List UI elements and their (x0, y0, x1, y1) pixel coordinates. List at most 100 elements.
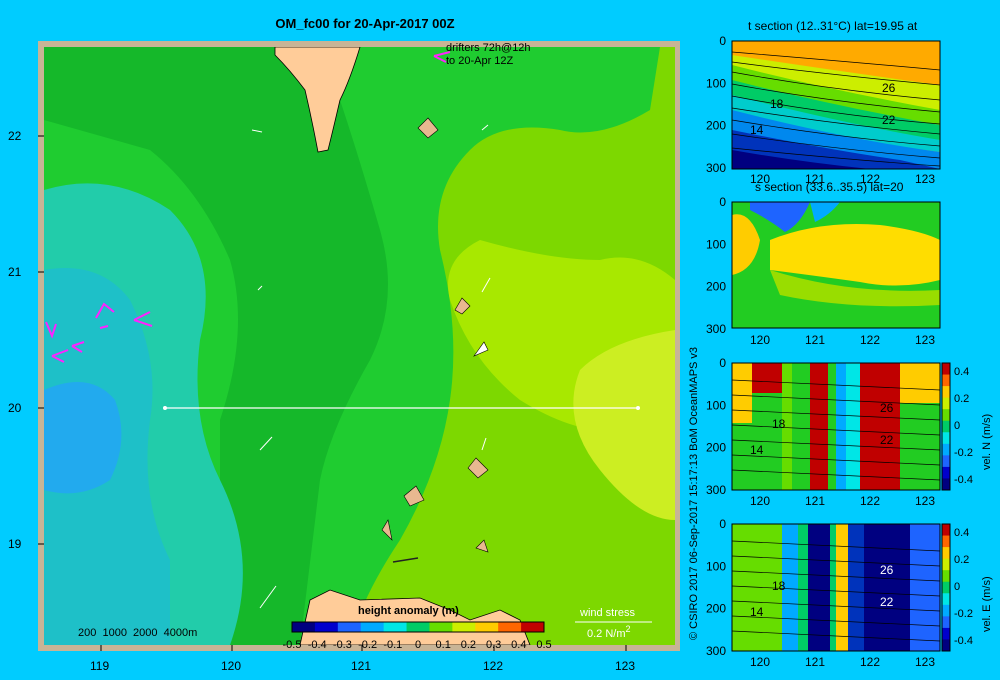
lon-tick-label: 120 (750, 494, 770, 508)
lon-tick-label: 122 (860, 655, 880, 669)
t-contour-label: 18 (770, 97, 784, 111)
lon-tick-label: 120 (750, 333, 770, 347)
colorbar-tick-label: -0.1 (383, 639, 402, 651)
lat-tick: 20 (8, 401, 22, 415)
lon-tick-label: 122 (860, 333, 880, 347)
vn-contour-label: 14 (750, 443, 764, 457)
lon-tick: 119 (90, 659, 109, 673)
vn-colorbar: 0.4 0.2 0 -0.2 -0.4 (941, 362, 973, 491)
colorbar-tick-label: 0 (415, 639, 421, 651)
colorbar-segment (475, 622, 499, 632)
drifters-label: drifters 72h@12h (446, 42, 531, 54)
colorbar-segment (452, 622, 476, 632)
t-section-panel[interactable] (731, 41, 941, 169)
ve-section-panel[interactable] (731, 524, 941, 651)
colorbar-segment (521, 622, 545, 632)
wind-stress-label: wind stress (579, 607, 636, 619)
vel-tick-label: -0.2 (954, 608, 973, 620)
island-small-a (473, 341, 489, 357)
depth-tick-label: 100 (706, 237, 726, 251)
depth-legend: 200 1000 2000 4000m (78, 627, 197, 639)
wind-stress-unit: 0.2 N/m2 (587, 624, 631, 640)
vn-label: vel. N (m/s) (981, 414, 993, 470)
lat-tick: 21 (8, 265, 22, 279)
field-blue-eddy (44, 382, 122, 494)
colorbar-segment (429, 622, 453, 632)
vel-tick-label: -0.4 (954, 635, 973, 647)
vel-tick-label: 0.4 (954, 527, 969, 539)
vel-tick-label: -0.2 (954, 447, 973, 459)
field-green-deep (44, 47, 388, 645)
depth-tick-label: 0 (719, 356, 726, 370)
vn-contour-label: 26 (880, 401, 894, 415)
t-section-title: t section (12..31°C) lat=19.95 at (748, 19, 918, 33)
island-small-c (475, 539, 489, 553)
ve-contour-label: 22 (880, 595, 894, 609)
depth-tick-label: 300 (706, 161, 726, 175)
lon-tick-label: 121 (805, 655, 825, 669)
depth-tick-label: 100 (706, 76, 726, 90)
vel-tick-label: 0.2 (954, 554, 969, 566)
field-yellow (573, 330, 675, 520)
colorbar-ticks: -0.5 -0.4 -0.3 -0.2 -0.1 0 0.1 0.2 0.3 0.4 0.5 (283, 639, 552, 651)
island-small-b (381, 519, 393, 541)
s-section-panel[interactable] (732, 202, 940, 328)
s-section-title: s section (33.6..35.5) lat=20 (755, 180, 904, 194)
vn-section-panel[interactable] (731, 363, 941, 490)
island-calayan (403, 485, 425, 507)
colorbar-segment (337, 622, 362, 632)
colorbar-segment (314, 622, 339, 632)
depth-tick-label: 300 (706, 644, 726, 658)
page-title: OM_fc00 for 20-Apr-2017 00Z (275, 16, 455, 31)
credit-text: © CSIRO 2017 06-Sep-2017 15:17:13 BoM Oc… (688, 346, 700, 640)
lon-tick-label: 123 (915, 333, 935, 347)
main-map[interactable]: 22 21 20 19 119 120 121 122 123 drifters… (0, 0, 680, 680)
lon-tick-label: 122 (860, 172, 880, 186)
depth-tick-label: 100 (706, 559, 726, 573)
colorbar-segment (406, 622, 430, 632)
island-taiwan[interactable] (274, 47, 361, 153)
depth-tick-label: 200 (706, 280, 726, 294)
ve-colorbar: 0.4 0.2 0 -0.2 -0.4 (941, 523, 973, 652)
depth-tick-label: 300 (706, 483, 726, 497)
depth-tick-label: 0 (719, 34, 726, 48)
vn-contour-label: 22 (880, 433, 894, 447)
depth-tick-label: 0 (719, 195, 726, 209)
lat-tick: 19 (8, 537, 22, 551)
section-panels: t section (12..31°C) lat=19.95 at 26 18 … (706, 19, 993, 669)
lon-tick-label: 121 (805, 172, 825, 186)
colorbar-tick-label: 0.1 (436, 639, 451, 651)
colorbar-tick-label: -0.3 (333, 639, 352, 651)
depth-tick-label: 200 (706, 441, 726, 455)
vn-contour-label: 18 (772, 417, 786, 431)
lon-tick: 123 (615, 659, 635, 673)
lat-tick: 22 (8, 129, 22, 143)
t-contour-label: 22 (882, 113, 896, 127)
colorbar-segment (498, 622, 522, 632)
lon-tick: 122 (483, 659, 503, 673)
colorbar-segment (360, 622, 385, 632)
colorbar-tick-label: 0.2 (461, 639, 476, 651)
colorbar-segment (383, 622, 408, 632)
lon-tick-label: 120 (750, 172, 770, 186)
colorbar-tick-label: 0.3 (486, 639, 501, 651)
lon-tick: 120 (221, 659, 241, 673)
colorbar-tick-label: -0.2 (358, 639, 377, 651)
depth-tick-label: 200 (706, 119, 726, 133)
height-colorbar (291, 621, 545, 633)
lon-tick-label: 121 (805, 333, 825, 347)
lon-tick-label: 123 (915, 172, 935, 186)
lon-tick-label: 120 (750, 655, 770, 669)
vel-tick-label: 0 (954, 581, 960, 593)
colorbar-segment (292, 622, 316, 632)
vel-tick-label: 0.2 (954, 393, 969, 405)
ve-contour-label: 14 (750, 605, 764, 619)
island-north (417, 117, 439, 139)
island-babuyan (467, 457, 489, 479)
ve-contour-label: 26 (880, 563, 894, 577)
lon-tick-label: 121 (805, 494, 825, 508)
depth-tick-label: 0 (719, 517, 726, 531)
colorbar-title: height anomaly (m) (358, 605, 459, 617)
drifter-tracks (45, 51, 451, 363)
t-contour-label: 14 (750, 123, 764, 137)
